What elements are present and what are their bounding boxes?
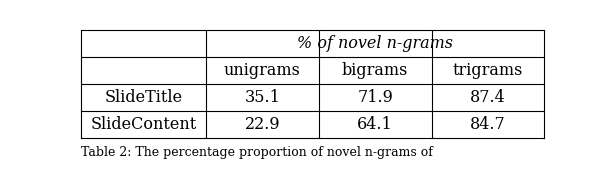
Text: 22.9: 22.9 [245, 116, 280, 133]
Text: trigrams: trigrams [453, 62, 523, 79]
Text: % of novel n-grams: % of novel n-grams [297, 35, 453, 52]
Text: 35.1: 35.1 [245, 89, 281, 106]
Text: 87.4: 87.4 [470, 89, 506, 106]
Text: Table 2: The percentage proportion of novel n-grams of: Table 2: The percentage proportion of no… [81, 146, 433, 159]
Text: 64.1: 64.1 [357, 116, 393, 133]
Text: 84.7: 84.7 [470, 116, 506, 133]
Text: 71.9: 71.9 [357, 89, 393, 106]
Text: bigrams: bigrams [342, 62, 408, 79]
Text: unigrams: unigrams [224, 62, 301, 79]
Text: SlideContent: SlideContent [90, 116, 196, 133]
Text: SlideTitle: SlideTitle [104, 89, 182, 106]
